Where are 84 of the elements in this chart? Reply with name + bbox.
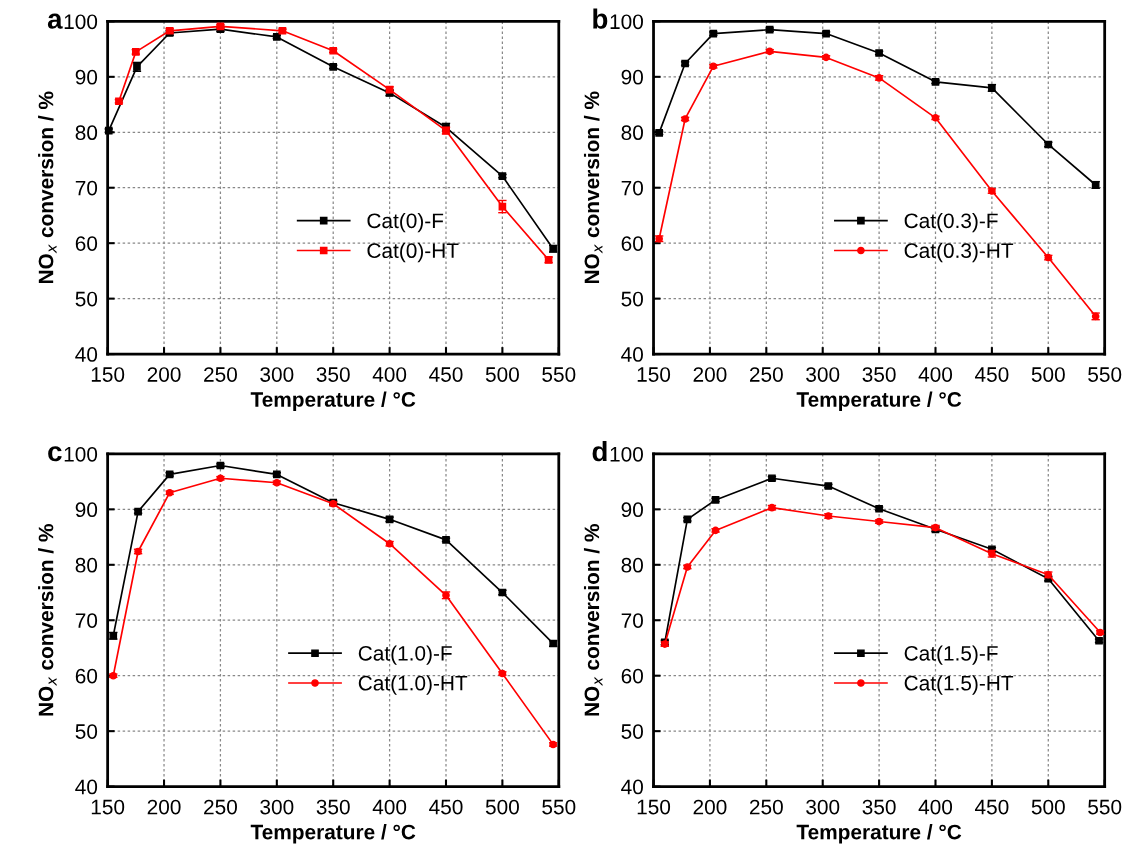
legend-label: Cat(1.0)-F [358, 645, 452, 665]
x-tick-label: 500 [1031, 799, 1065, 815]
x-tick-label: 450 [974, 799, 1009, 815]
x-tick-label: 400 [372, 367, 407, 382]
x-tick-label: 200 [147, 799, 181, 815]
y-tick-label: 60 [621, 236, 643, 251]
y-tick-label: 80 [621, 125, 643, 141]
x-tick-label: 500 [1031, 367, 1065, 382]
y-tick-label: 90 [621, 69, 643, 85]
x-tick-label: 150 [637, 367, 671, 382]
y-tick-label: 90 [621, 502, 643, 518]
x-tick-label: 150 [637, 799, 671, 815]
x-tick-label: 250 [749, 367, 783, 382]
y-tick-label: 40 [621, 779, 643, 795]
x-tick-label: 550 [542, 799, 576, 815]
text: c [48, 446, 62, 462]
y-tick-label: 100 [610, 14, 643, 30]
x-tick-label: 200 [147, 367, 181, 382]
x-tick-label: 350 [862, 367, 896, 382]
y-axis-title: NO$_{x}$ conversion / % [583, 524, 603, 716]
legend-label: Cat(1.0)-HT [358, 675, 468, 695]
legend-label: Cat(0)-HT [367, 242, 459, 263]
x-tick-label: 550 [1088, 367, 1122, 382]
y-tick-label: 80 [75, 125, 98, 141]
legend-label: Cat(1.5)-HT [904, 675, 1014, 695]
y-tick-label: 50 [621, 724, 643, 739]
x-tick-label: 450 [974, 367, 1009, 382]
x-tick-label: 500 [485, 367, 519, 382]
x-tick-label: 500 [485, 799, 519, 815]
x-tick-label: 450 [429, 799, 463, 815]
y-tick-label: 100 [64, 446, 98, 462]
x-tick-label: 300 [260, 799, 294, 815]
y-tick-label: 50 [75, 291, 98, 307]
y-axis-title: NO$_{x}$ conversion / % [38, 524, 57, 716]
x-tick-label: 350 [316, 799, 350, 815]
x-tick-label: 300 [806, 367, 840, 382]
x-tick-label: 250 [204, 799, 237, 815]
x-tick-label: 250 [204, 367, 237, 382]
x-axis-title: Temperature / °C [250, 391, 416, 411]
x-tick-label: 300 [806, 799, 840, 815]
x-tick-label: 200 [693, 367, 727, 382]
y-tick-label: 80 [75, 557, 98, 573]
y-tick-label: 40 [621, 347, 643, 362]
x-tick-label: 350 [316, 367, 350, 382]
x-tick-label: 450 [429, 367, 463, 382]
x-axis-title: Temperature / °C [250, 824, 416, 844]
x-tick-label: 150 [91, 799, 125, 815]
y-tick-label: 70 [621, 180, 643, 196]
text: d [592, 440, 607, 462]
y-tick-label: 70 [75, 180, 98, 196]
y-tick-label: 60 [75, 668, 98, 684]
y-axis-title: NO$_{x}$ conversion / % [583, 91, 603, 284]
legend-label: Cat(0.3)-HT [904, 242, 1014, 263]
x-tick-label: 300 [260, 367, 294, 382]
text: b [593, 8, 608, 29]
y-tick-label: 40 [75, 779, 98, 795]
x-tick-label: 350 [862, 799, 896, 815]
y-tick-label: 100 [610, 446, 643, 462]
y-tick-label: 100 [64, 14, 98, 30]
x-axis-title: Temperature / °C [796, 824, 962, 844]
legend-label: Cat(1.5)-F [904, 645, 998, 665]
x-tick-label: 400 [372, 799, 407, 815]
y-tick-label: 50 [75, 724, 98, 739]
y-tick-label: 60 [75, 236, 98, 251]
x-tick-label: 200 [693, 799, 727, 815]
x-tick-label: 250 [749, 799, 783, 815]
y-tick-label: 40 [75, 347, 98, 362]
x-tick-label: 550 [542, 367, 576, 382]
x-tick-label: 150 [91, 367, 125, 382]
y-tick-label: 60 [621, 668, 643, 684]
legend-label: Cat(0.3)-F [904, 212, 998, 233]
y-tick-label: 90 [75, 502, 98, 518]
x-tick-label: 400 [918, 367, 953, 382]
x-tick-label: 550 [1088, 799, 1122, 815]
x-axis-title: Temperature / °C [796, 391, 962, 411]
y-tick-label: 80 [621, 557, 643, 573]
y-tick-label: 70 [75, 613, 98, 628]
x-tick-label: 400 [918, 799, 953, 815]
text: a [47, 13, 63, 29]
y-tick-label: 50 [621, 291, 643, 307]
y-axis-title: NO$_{x}$ conversion / % [38, 91, 57, 284]
y-tick-label: 90 [75, 69, 98, 85]
legend-label: Cat(0)-F [367, 212, 444, 233]
y-tick-label: 70 [621, 613, 643, 628]
